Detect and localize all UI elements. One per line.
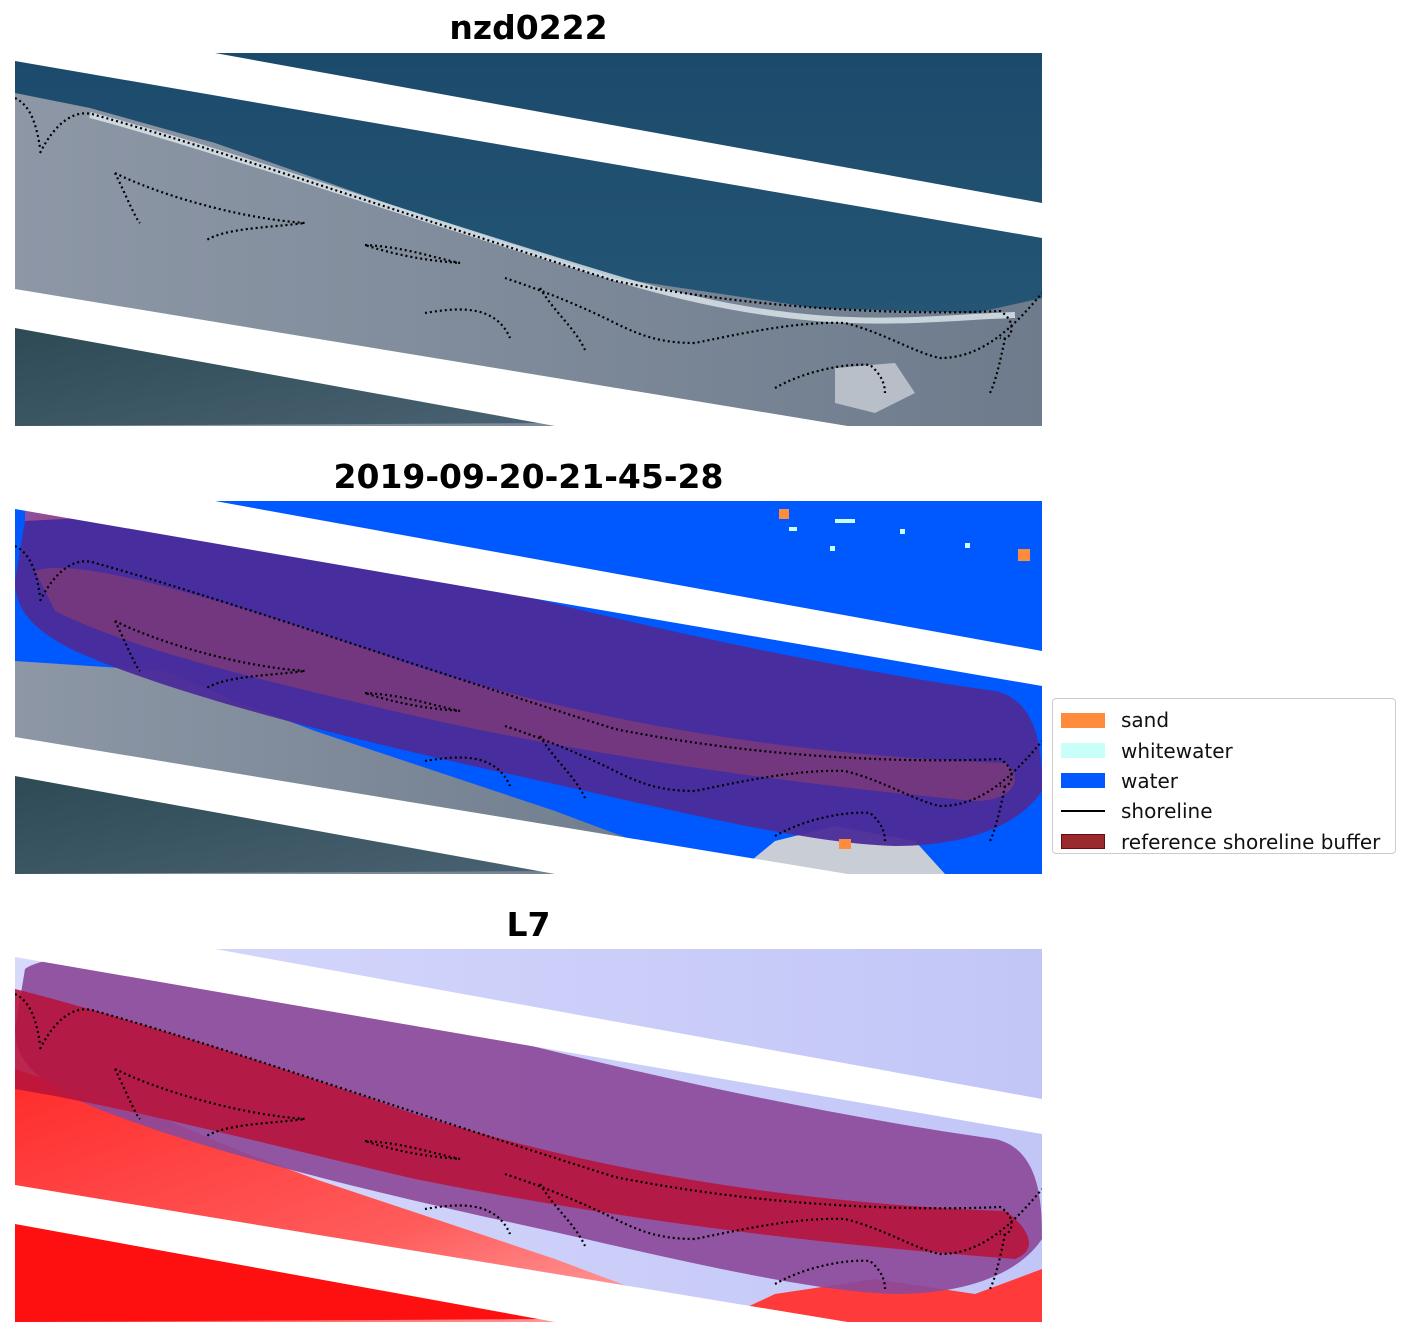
whitewater-pixel [789,527,797,531]
legend-line-shoreline [1061,810,1105,813]
panel-title-index: L7 [506,905,551,944]
index-image-panel [15,949,1042,1322]
sand-pixel [779,509,789,519]
legend-swatch-whitewater [1061,743,1105,759]
whitewater-pixel [900,529,905,534]
classified-image-panel [15,501,1042,874]
legend-item-water: water [1061,766,1387,796]
shoreline-contours [15,545,1042,842]
nodata-stripe [15,501,1042,686]
sand-pixel [839,839,851,849]
rgb-satellite-image [15,53,1042,426]
legend-swatch-water [1061,773,1105,789]
legend-item-shoreline: shoreline [1061,796,1387,826]
legend-label: shoreline [1121,799,1213,824]
nodata-stripe [15,289,1042,426]
bright-patch [835,363,915,413]
legend-swatch-reference-buffer [1061,834,1105,850]
legend-label: reference shoreline buffer [1121,829,1381,854]
shoreline-contours [15,993,1042,1290]
nodata-stripe [15,949,1042,1134]
panel-title-rgb: nzd0222 [449,8,608,47]
sand-pixel [1018,549,1030,561]
whitewater-pixel [830,546,835,551]
legend: sand whitewater water shoreline referenc… [1052,698,1396,854]
classified-image [15,501,1042,874]
legend-swatch-sand [1061,712,1105,728]
whitewater-pixel [965,543,970,548]
nodata-stripe [15,53,1042,238]
legend-item-sand: sand [1061,705,1387,735]
shoreline-contours [15,97,1042,394]
index-image [15,949,1042,1322]
reference-buffer-core [35,567,1015,801]
nodata-stripe [15,1185,1042,1322]
nodata-stripe [15,737,1042,874]
legend-label: whitewater [1121,738,1233,763]
land-index-right [715,1269,1042,1322]
rgb-image-panel [15,53,1042,426]
legend-label: sand [1121,708,1170,733]
panel-title-classified: 2019-09-20-21-45-28 [333,457,724,496]
surf-line [89,112,1016,324]
legend-item-whitewater: whitewater [1061,735,1387,765]
legend-label: water [1121,768,1178,793]
reference-buffer-core [15,989,1029,1259]
whitewater-pixel [835,519,855,523]
legend-item-reference-buffer: reference shoreline buffer [1061,827,1387,857]
